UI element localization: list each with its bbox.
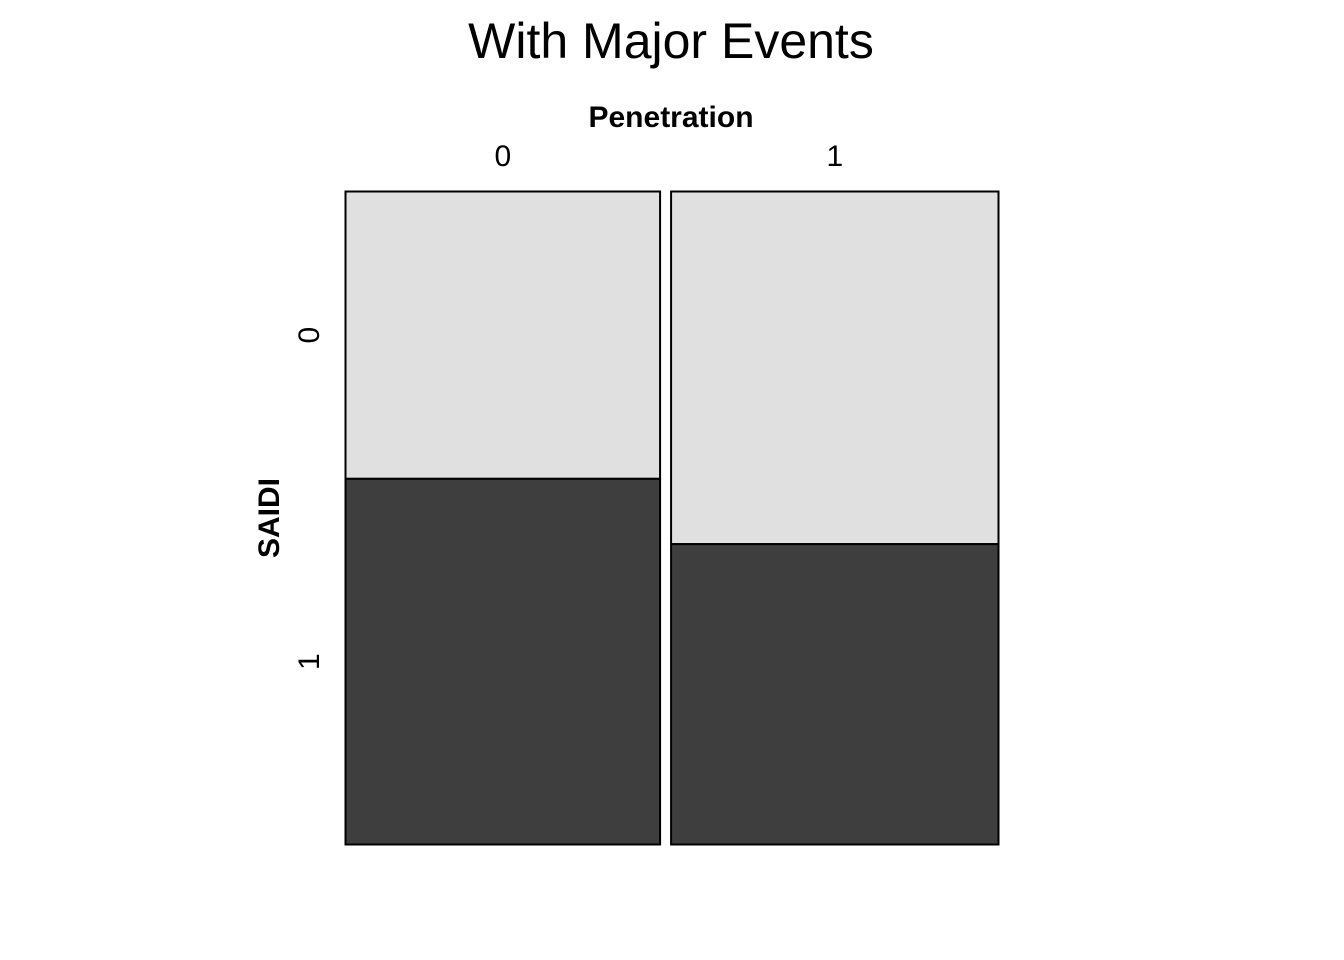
mosaic-tiles [344,190,1000,846]
y-tick-label-1: 1 [293,653,326,670]
tile-penetration-0-saidi-0 [344,190,662,480]
tile-penetration-1-saidi-1 [670,543,1000,846]
chart-title: With Major Events [468,13,874,69]
y-axis-label: SAIDI [253,478,286,558]
tile-penetration-0-saidi-1 [344,477,662,846]
x-axis-label: Penetration [588,101,753,134]
tick-labels: 0 1 0 1 [293,140,843,670]
x-tick-label-0: 0 [494,140,511,173]
tile-penetration-1-saidi-0 [670,190,1000,546]
x-tick-label-1: 1 [826,140,843,173]
y-tick-label-0: 0 [293,327,326,344]
